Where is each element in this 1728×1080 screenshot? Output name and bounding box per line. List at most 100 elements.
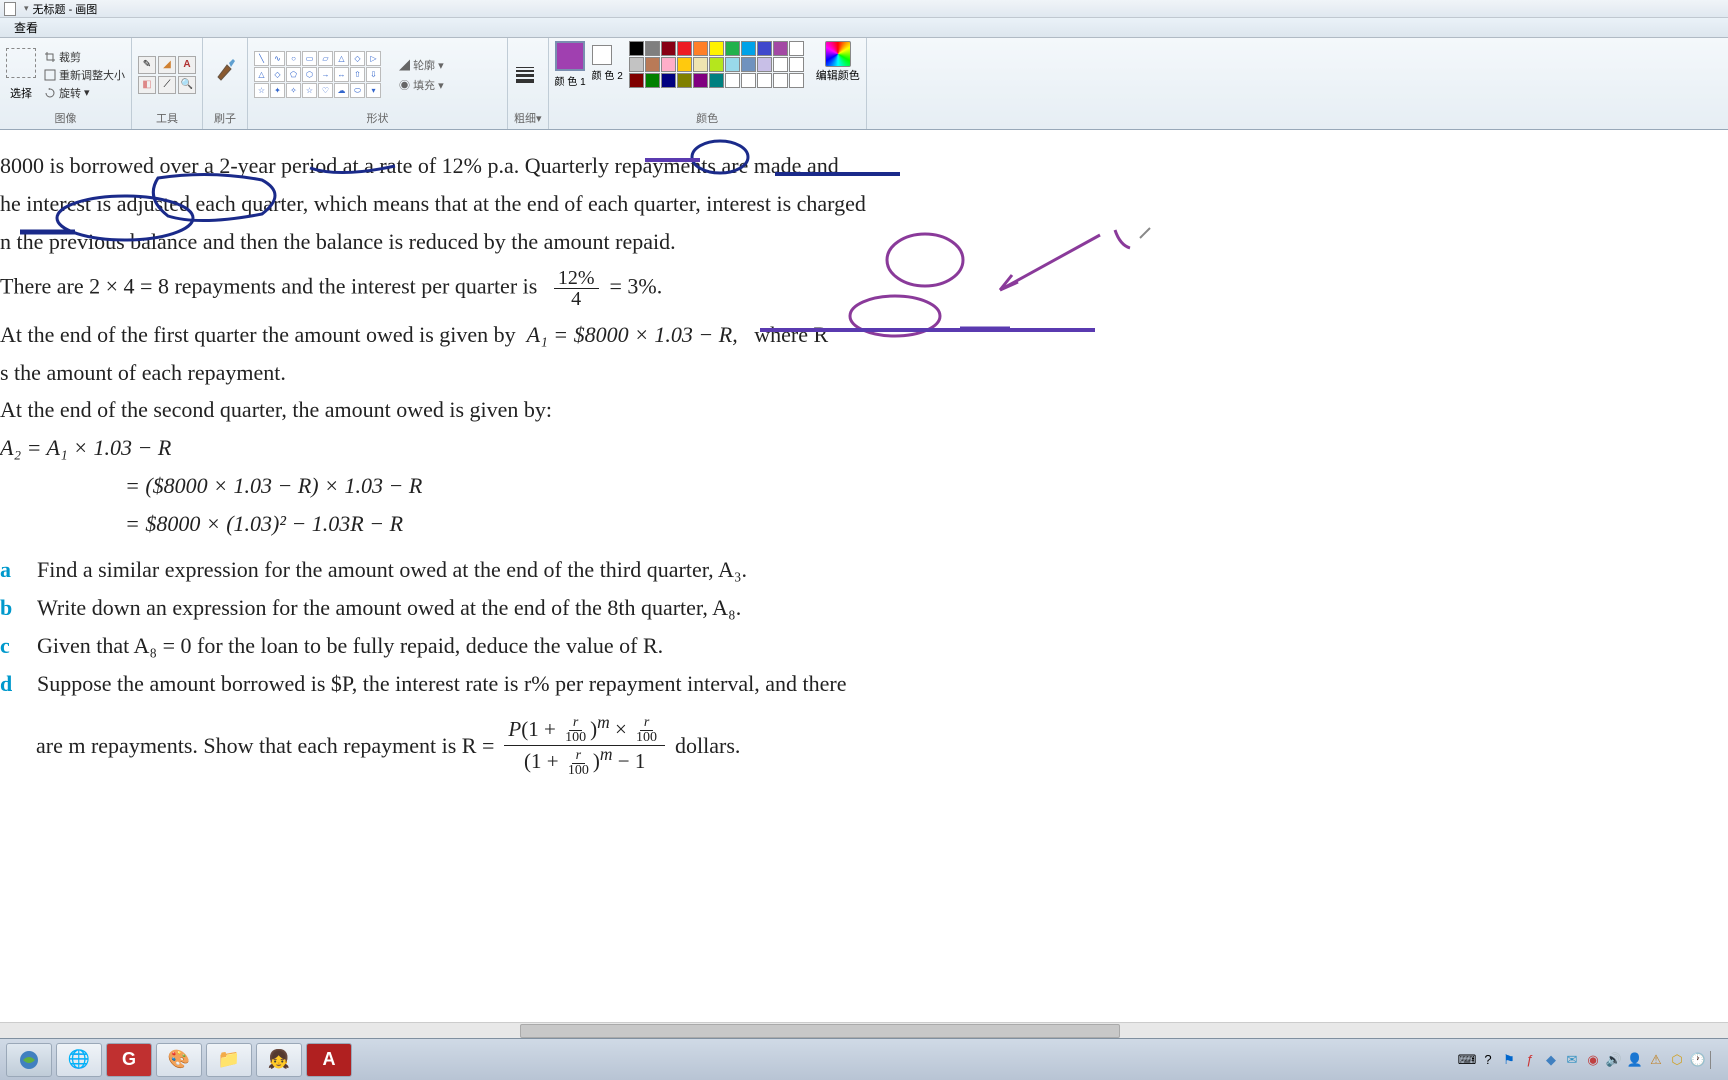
- palette-swatch[interactable]: [693, 73, 708, 88]
- tray-volume-icon[interactable]: 🔊: [1605, 1051, 1623, 1069]
- palette-swatch[interactable]: [645, 73, 660, 88]
- para-2b: = 3%.: [610, 273, 663, 298]
- tray-show-desktop[interactable]: [1710, 1051, 1722, 1069]
- tray-app1-icon[interactable]: ◆: [1542, 1051, 1560, 1069]
- palette-swatch[interactable]: [709, 57, 724, 72]
- tray-keyboard-icon[interactable]: ⌨: [1458, 1051, 1476, 1069]
- tray-flash-icon[interactable]: ƒ: [1521, 1051, 1539, 1069]
- text-tool-icon[interactable]: A: [178, 56, 196, 74]
- tray-app2-icon[interactable]: ✉: [1563, 1051, 1581, 1069]
- crop-tool[interactable]: 裁剪: [44, 49, 125, 65]
- label-a: a: [0, 554, 26, 586]
- para-3c: s the amount of each repayment.: [0, 357, 1728, 389]
- shapes-palette[interactable]: ╲∿○▭▱△◇▷ △◇⬠⬡→↔⇧⇩ ☆✦✧☆♡☁⬭▾: [254, 51, 389, 98]
- equation-a1: A₁ = $8000 × 1.03 − R,: [527, 322, 738, 347]
- palette-swatch[interactable]: [773, 57, 788, 72]
- fraction-12-over-4: 12%4: [554, 268, 599, 309]
- start-button[interactable]: [6, 1043, 52, 1077]
- palette-swatch[interactable]: [725, 73, 740, 88]
- label-d: d: [0, 668, 26, 700]
- color-secondary-button[interactable]: 颜 色 2: [592, 41, 623, 82]
- palette-swatch[interactable]: [789, 57, 804, 72]
- menu-bar: 查看: [0, 18, 1728, 38]
- question-d-line2a: are m repayments. Show that each repayme…: [36, 730, 494, 762]
- fill-tool-icon[interactable]: ◢: [158, 56, 176, 74]
- menu-view[interactable]: 查看: [14, 19, 38, 36]
- palette-swatch[interactable]: [629, 73, 644, 88]
- ribbon-group-tools: ✎ ◢ A ◧ ⟋ 🔍 工具: [132, 38, 203, 129]
- label-c: c: [0, 630, 26, 662]
- palette-swatch[interactable]: [661, 73, 676, 88]
- ribbon-group-image: 选择 裁剪 重新调整大小 旋转 ▾ 图像: [0, 38, 132, 129]
- color-palette[interactable]: [629, 41, 804, 88]
- ribbon-label-shapes: 形状: [254, 108, 501, 129]
- palette-swatch[interactable]: [725, 41, 740, 56]
- ribbon-group-stroke: 粗细▾: [508, 38, 549, 129]
- palette-swatch[interactable]: [645, 41, 660, 56]
- palette-swatch[interactable]: [677, 57, 692, 72]
- palette-swatch[interactable]: [773, 41, 788, 56]
- palette-swatch[interactable]: [661, 41, 676, 56]
- scrollbar-thumb[interactable]: [520, 1024, 1120, 1038]
- ribbon-label-tools: 工具: [138, 108, 196, 129]
- palette-swatch[interactable]: [693, 57, 708, 72]
- palette-swatch[interactable]: [725, 57, 740, 72]
- taskbar: 🌐 G 🎨 📁 👧 A ⌨ ? ⚑ ƒ ◆ ✉ ◉ 🔊 👤 ⚠ ⬡ 🕐: [0, 1038, 1728, 1080]
- palette-swatch[interactable]: [741, 73, 756, 88]
- pencil-tool-icon[interactable]: ✎: [138, 56, 156, 74]
- edit-colors-button[interactable]: 编辑颜色: [816, 41, 860, 83]
- equation-a2-line1: A₂ = A₁ × 1.03 − R: [0, 432, 1728, 464]
- canvas-area[interactable]: 8000 is borrowed over a 2-year period at…: [0, 130, 1728, 958]
- stroke-width-button[interactable]: [514, 55, 536, 95]
- equation-a2-line3: = $8000 × (1.03)² − 1.03R − R: [125, 508, 1728, 540]
- palette-swatch[interactable]: [789, 41, 804, 56]
- tray-app3-icon[interactable]: ◉: [1584, 1051, 1602, 1069]
- shape-outline-option[interactable]: ◢ 轮廓 ▾: [399, 57, 444, 73]
- brush-button[interactable]: [209, 55, 241, 95]
- horizontal-scrollbar[interactable]: [0, 1022, 1728, 1038]
- select-tool[interactable]: 选择: [6, 48, 36, 101]
- picker-tool-icon[interactable]: ⟋: [158, 76, 176, 94]
- palette-swatch[interactable]: [741, 57, 756, 72]
- rotate-tool[interactable]: 旋转 ▾: [44, 85, 125, 101]
- shape-fill-option[interactable]: ◉ 填充 ▾: [399, 77, 444, 93]
- eraser-tool-icon[interactable]: ◧: [138, 76, 156, 94]
- task-ie[interactable]: 🌐: [56, 1043, 102, 1077]
- palette-swatch[interactable]: [629, 41, 644, 56]
- palette-swatch[interactable]: [757, 73, 772, 88]
- ribbon-label-image: 图像: [6, 108, 125, 129]
- tray-flag-icon[interactable]: ⚑: [1500, 1051, 1518, 1069]
- palette-swatch[interactable]: [709, 41, 724, 56]
- system-tray[interactable]: ⌨ ? ⚑ ƒ ◆ ✉ ◉ 🔊 👤 ⚠ ⬡ 🕐: [1458, 1051, 1722, 1069]
- task-g[interactable]: G: [106, 1043, 152, 1077]
- palette-swatch[interactable]: [757, 41, 772, 56]
- document-icon: [4, 2, 16, 16]
- palette-swatch[interactable]: [661, 57, 676, 72]
- quick-access-dropdown-icon[interactable]: ▾: [24, 3, 29, 14]
- tray-help-icon[interactable]: ?: [1479, 1051, 1497, 1069]
- task-explorer[interactable]: 📁: [206, 1043, 252, 1077]
- tray-security-icon[interactable]: ⚠: [1647, 1051, 1665, 1069]
- palette-swatch[interactable]: [773, 73, 788, 88]
- question-d-line1: Suppose the amount borrowed is $P, the i…: [37, 671, 847, 696]
- task-app5[interactable]: 👧: [256, 1043, 302, 1077]
- palette-swatch[interactable]: [677, 73, 692, 88]
- palette-swatch[interactable]: [693, 41, 708, 56]
- task-paint[interactable]: 🎨: [156, 1043, 202, 1077]
- palette-swatch[interactable]: [677, 41, 692, 56]
- tray-network-icon[interactable]: ⬡: [1668, 1051, 1686, 1069]
- color-primary-button[interactable]: 颜 色 1: [555, 41, 586, 88]
- palette-swatch[interactable]: [645, 57, 660, 72]
- resize-tool[interactable]: 重新调整大小: [44, 67, 125, 83]
- tray-clock-icon[interactable]: 🕐: [1689, 1051, 1707, 1069]
- task-pdf[interactable]: A: [306, 1043, 352, 1077]
- palette-swatch[interactable]: [757, 57, 772, 72]
- palette-swatch[interactable]: [741, 41, 756, 56]
- palette-swatch[interactable]: [789, 73, 804, 88]
- tools-grid[interactable]: ✎ ◢ A ◧ ⟋ 🔍: [138, 56, 196, 94]
- palette-swatch[interactable]: [629, 57, 644, 72]
- question-b: Write down an expression for the amount …: [37, 595, 741, 620]
- palette-swatch[interactable]: [709, 73, 724, 88]
- magnifier-tool-icon[interactable]: 🔍: [178, 76, 196, 94]
- tray-app4-icon[interactable]: 👤: [1626, 1051, 1644, 1069]
